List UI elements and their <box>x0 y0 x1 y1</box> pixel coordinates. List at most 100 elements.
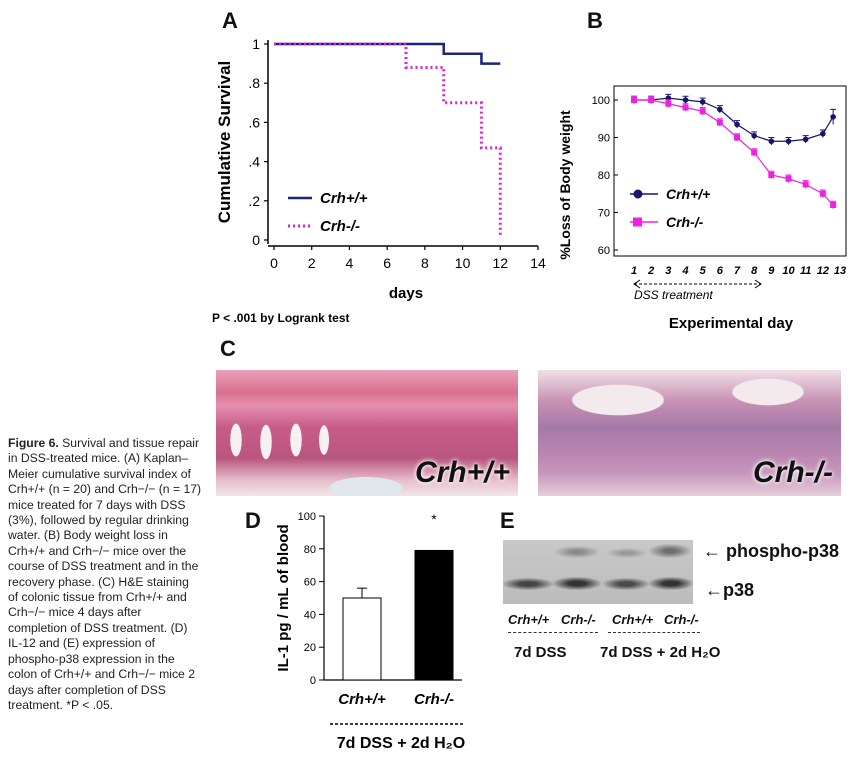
y-tick-label: 0 <box>252 232 260 248</box>
lane-label-4: Crh-/- <box>664 612 699 627</box>
legend-marker-1 <box>633 217 642 227</box>
survival-footnote: P < .001 by Logrank test <box>212 311 350 325</box>
lane-label-3: Crh+/+ <box>612 612 654 627</box>
il1-bar-chart: 0 20 40 60 80 100 IL-1 pg / mL of blood Crh+/+ C… <box>275 511 465 752</box>
histology-crh-ko: Crh-/- <box>538 370 841 496</box>
point <box>785 175 792 182</box>
x-tick-label: 8 <box>421 255 429 271</box>
x-tick-label: 1 <box>631 265 637 277</box>
point <box>717 106 723 113</box>
legend-marker-0 <box>633 189 643 199</box>
point <box>648 97 655 103</box>
x-tick-label: 8 <box>751 265 758 277</box>
category-label-0: Crh+/+ <box>338 691 386 708</box>
panel-c-letter: C <box>220 336 236 361</box>
point <box>768 138 775 145</box>
blot-group1-label: 7d DSS <box>514 644 567 661</box>
dss-annotation: DSS treatment <box>634 288 713 302</box>
point <box>699 108 706 115</box>
x-tick-label: 11 <box>800 265 811 277</box>
x-axis-title: days <box>389 285 423 302</box>
legend-label-1: Crh-/- <box>320 218 360 235</box>
y-axis-title: IL-1 pg / mL of blood <box>275 524 292 671</box>
x-tick-label: 4 <box>681 265 688 277</box>
point <box>802 136 809 143</box>
series-line-0 <box>274 42 501 65</box>
y-tick-label: 100 <box>592 95 610 107</box>
y-axis-title: Cumulative Survival <box>215 61 234 224</box>
x-tick-label: 2 <box>308 255 316 271</box>
panel-a-letter: A <box>222 8 238 33</box>
y-tick-label: 100 <box>298 511 316 523</box>
phospho-p38-label: ← phospho-p38 <box>703 541 839 561</box>
y-axis-title: %Loss of Body weight <box>557 110 573 260</box>
point <box>802 181 809 188</box>
y-tick-label: 20 <box>304 642 316 654</box>
x-tick-label: 2 <box>647 265 654 277</box>
point <box>751 132 757 139</box>
p38-label: ←p38 <box>705 580 755 600</box>
category-label-1: Crh-/- <box>414 691 454 708</box>
legend-label-1: Crh-/- <box>666 214 704 230</box>
x-tick-label: 13 <box>834 265 846 277</box>
point <box>631 97 638 103</box>
series-line-1 <box>274 42 502 237</box>
y-tick-label: 80 <box>598 170 610 182</box>
point <box>716 119 723 126</box>
dss-arrow-left <box>633 279 641 289</box>
y-tick-label: 90 <box>598 133 610 145</box>
y-tick-label: 1 <box>252 36 260 52</box>
caption-part-1: Survival and tissue repair in DSS-treate… <box>8 436 202 712</box>
x-axis-title: Experimental day <box>669 315 794 332</box>
band-p38-lane2 <box>553 577 601 590</box>
x-tick-label: 6 <box>717 265 724 277</box>
histology-ko-label: Crh-/- <box>753 456 833 489</box>
point <box>699 99 706 105</box>
x-tick-label: 9 <box>768 265 775 277</box>
x-tick-label: 6 <box>383 255 391 271</box>
x-tick-label: 0 <box>270 255 278 271</box>
significance-star: * <box>431 511 437 527</box>
band-phospho-lane2 <box>555 546 599 558</box>
point <box>820 130 826 137</box>
x-tick-label: 7 <box>734 265 741 277</box>
western-blot <box>503 540 693 604</box>
point <box>819 190 826 197</box>
y-tick-label: .8 <box>248 75 260 91</box>
point <box>665 100 672 107</box>
legend-label-0: Crh+/+ <box>666 186 710 202</box>
band-phospho-lane4 <box>649 544 691 558</box>
y-tick-label: .6 <box>248 114 260 130</box>
point <box>682 97 689 103</box>
point <box>768 172 775 178</box>
point <box>830 202 837 208</box>
lane-label-2: Crh-/- <box>561 612 596 627</box>
panel-b-letter: B <box>587 8 603 33</box>
y-tick-label: 80 <box>304 544 316 556</box>
dss-arrow-right <box>754 279 762 289</box>
point <box>734 134 741 141</box>
series-line-1 <box>634 99 834 206</box>
band-phospho-lane3 <box>607 548 647 558</box>
y-tick-label: 70 <box>598 208 610 220</box>
figure-caption: Figure 6. Survival and tissue repair in … <box>8 436 202 713</box>
plot-frame <box>613 85 847 257</box>
band-p38-lane4 <box>649 577 693 590</box>
y-tick-label: 60 <box>598 245 610 257</box>
group1-divider <box>508 632 598 633</box>
y-tick-label: .2 <box>248 193 260 209</box>
y-tick-label: 60 <box>304 577 316 589</box>
x-tick-label: 12 <box>492 255 508 271</box>
y-tick-label: 0 <box>310 675 316 687</box>
x-tick-label: 3 <box>665 265 671 277</box>
bar-0 <box>342 597 382 681</box>
x-tick-label: 14 <box>530 255 546 271</box>
x-tick-label: 12 <box>817 265 829 277</box>
x-tick-label: 5 <box>700 265 707 277</box>
y-tick-label: .4 <box>248 154 260 170</box>
point <box>785 138 792 145</box>
blot-group2-label: 7d DSS + 2d H₂O <box>600 644 721 661</box>
x-tick-label: 10 <box>782 265 795 277</box>
